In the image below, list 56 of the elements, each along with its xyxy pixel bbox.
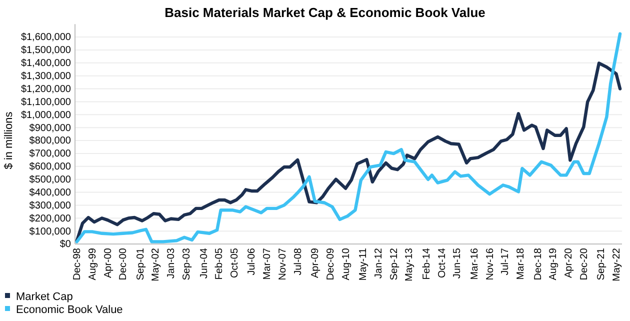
y-tick-label: $1,100,000 <box>20 96 72 108</box>
y-tick-label: $700,000 <box>29 148 72 160</box>
y-tick-label: $400,000 <box>29 187 72 198</box>
x-tick-label: Apr-00 <box>102 248 114 278</box>
y-tick-label: $500,000 <box>29 174 72 186</box>
x-tick-label: Sep-03 <box>182 248 193 280</box>
x-tick-label: May-11 <box>358 248 370 281</box>
y-tick-label: $100,000 <box>29 226 72 238</box>
x-tick-label: Jan-12 <box>373 248 384 279</box>
chart-title: Basic Materials Market Cap & Economic Book Value <box>164 5 486 20</box>
y-tick-label: $600,000 <box>29 162 72 173</box>
x-tick-label: May-02 <box>150 248 162 282</box>
x-tick-label: Aug-10 <box>340 248 352 280</box>
x-tick-label: Jan-03 <box>166 248 178 279</box>
x-tick-label: Dec-18 <box>532 248 544 280</box>
x-tick-label: Nov-07 <box>277 248 288 280</box>
x-tick-label: Jul-06 <box>246 248 258 276</box>
x-tick-label: Sep-12 <box>388 248 400 280</box>
legend-label: Economic Book Value <box>16 304 123 316</box>
x-tick-label: Jun-04 <box>198 248 210 279</box>
x-tick-label: May-13 <box>404 248 416 282</box>
x-tick-label: Feb-14 <box>422 248 433 280</box>
x-tick-label: Nov-16 <box>484 248 496 280</box>
y-tick-label: $1,300,000 <box>20 71 72 82</box>
x-tick-label: May-22 <box>611 248 622 282</box>
x-tick-label: Apr-09 <box>310 248 322 278</box>
x-tick-label: Mar-07 <box>262 248 274 280</box>
x-tick-label: Sep-21 <box>596 248 608 280</box>
y-tick-label: $300,000 <box>29 200 72 212</box>
x-tick-label: Feb-05 <box>214 248 226 280</box>
x-tick-label: Mar-16 <box>469 248 480 280</box>
x-tick-label: Aug-19 <box>548 248 560 280</box>
x-tick-label: Jul-17 <box>500 248 512 276</box>
x-tick-label: Dec-20 <box>578 248 590 280</box>
y-tick-label: $1,600,000 <box>20 32 72 44</box>
x-tick-label: Dec-00 <box>118 248 130 280</box>
y-axis-title: $ in millions <box>2 111 15 170</box>
legend-label: Market Cap <box>16 290 73 303</box>
x-tick-label: Oct-14 <box>436 248 448 278</box>
y-tick-label: $800,000 <box>29 136 72 147</box>
x-tick-label: Aug-99 <box>87 248 98 280</box>
x-tick-label: Apr-20 <box>563 248 574 278</box>
y-tick-label: $1,200,000 <box>20 84 72 95</box>
x-tick-label: Sep-01 <box>135 248 146 280</box>
y-tick-label: $1,000,000 <box>20 110 72 121</box>
x-tick-label: Dec-09 <box>325 248 336 280</box>
y-tick-label: $1,500,000 <box>20 45 72 56</box>
y-tick-label: $0 <box>60 239 72 250</box>
x-tick-label: Jun-15 <box>452 248 464 279</box>
y-tick-label: $900,000 <box>29 122 72 134</box>
x-tick-label: Dec-98 <box>72 248 84 280</box>
y-tick-label: $1,400,000 <box>20 58 72 70</box>
x-tick-label: Mar-18 <box>515 248 526 280</box>
x-tick-label: Jul-08 <box>292 248 304 276</box>
x-tick-label: Oct-05 <box>229 248 240 278</box>
y-tick-label: $200,000 <box>29 213 72 224</box>
